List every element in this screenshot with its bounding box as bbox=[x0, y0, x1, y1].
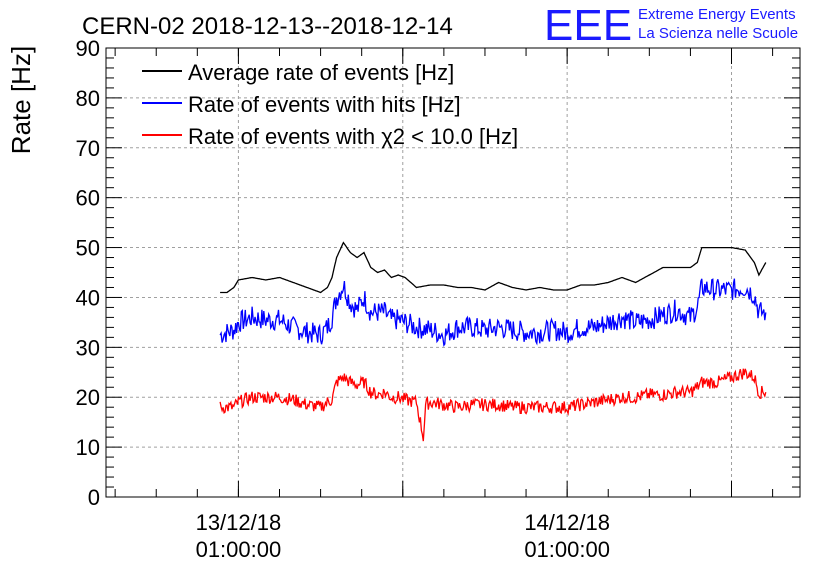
y-tick-label: 20 bbox=[76, 385, 100, 410]
series-line-1 bbox=[219, 278, 767, 347]
y-tick-label: 50 bbox=[76, 236, 100, 261]
x-tick-label-time: 01:00:00 bbox=[196, 537, 282, 562]
y-tick-label: 90 bbox=[76, 36, 100, 61]
plot-frame bbox=[105, 47, 801, 498]
eee-logo-mark: EEE bbox=[544, 1, 632, 50]
series-layer bbox=[219, 241, 767, 442]
y-tick-label: 80 bbox=[76, 86, 100, 111]
legend-label-hits: Rate of events with hits [Hz] bbox=[188, 92, 461, 117]
x-tick-label-date: 14/12/18 bbox=[524, 510, 610, 535]
legend-entry-average: Average rate of events [Hz] bbox=[142, 60, 454, 85]
y-tick-label: 40 bbox=[76, 285, 100, 310]
y-axis-label: Rate [Hz] bbox=[6, 46, 36, 154]
y-tick-label: 60 bbox=[76, 186, 100, 211]
y-tick-label: 70 bbox=[76, 136, 100, 161]
legend-label-average: Average rate of events [Hz] bbox=[188, 60, 454, 85]
series-line-2 bbox=[219, 368, 767, 442]
legend: Average rate of events [Hz] Rate of even… bbox=[142, 60, 518, 149]
series-line-0 bbox=[220, 241, 767, 294]
legend-entry-chi2: Rate of events with χ2 < 10.0 [Hz] bbox=[142, 124, 518, 149]
eee-logo-line2: La Scienza nelle Scuole bbox=[638, 25, 798, 42]
axes: 010203040506070809013/12/1801:00:0014/12… bbox=[76, 36, 800, 562]
x-tick-label-time: 01:00:00 bbox=[524, 537, 610, 562]
legend-entry-hits: Rate of events with hits [Hz] bbox=[142, 92, 461, 117]
y-tick-label: 30 bbox=[76, 335, 100, 360]
legend-label-chi2: Rate of events with χ2 < 10.0 [Hz] bbox=[188, 124, 518, 149]
eee-logo: EEE Extreme Energy Events La Scienza nel… bbox=[543, 0, 798, 51]
y-tick-label: 10 bbox=[76, 435, 100, 460]
y-tick-label: 0 bbox=[88, 485, 100, 510]
chart-title: CERN-02 2018-12-13--2018-12-14 bbox=[82, 13, 453, 40]
eee-logo-line1: Extreme Energy Events bbox=[638, 6, 796, 23]
x-tick-label-date: 13/12/18 bbox=[196, 510, 282, 535]
